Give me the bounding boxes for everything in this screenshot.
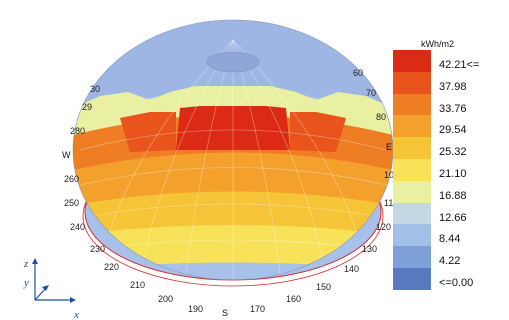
axis-z-label: z [23,258,29,270]
compass-tick: 240 [70,222,85,232]
compass-tick: 200 [158,294,173,304]
compass-tick: 140 [344,264,359,274]
legend-value-label: 29.54 [439,124,467,137]
legend-value-label: 25.32 [439,146,467,159]
axis-triad: z y x [23,258,79,320]
dome-hot-zone [176,106,290,150]
compass-tick: 60 [353,68,363,78]
legend-swatch [393,50,431,72]
compass-tick: 130 [362,244,377,254]
compass-east-label: E [386,142,392,152]
legend-swatch [393,159,431,181]
compass-tick: 160 [286,294,301,304]
legend-value-label: 21.10 [439,167,467,180]
legend-value-label: 33.76 [439,102,467,115]
legend-swatch [393,115,431,138]
compass-tick: 110 [384,198,398,208]
legend-value-label: 42.21<= [439,58,480,71]
axis-x-label: x [73,309,79,320]
compass-tick: 190 [188,304,203,314]
compass-tick: 260 [64,174,79,184]
compass-west-label: W [62,150,71,160]
legend-swatch [393,137,431,159]
legend-value-label: 8.44 [439,233,461,246]
color-legend: kWh/m2 42.21<= 37.98 33.76 29.54 25.32 21.10 1… [393,39,505,314]
axis-y-label: y [23,277,29,289]
legend-swatch [393,268,431,290]
legend-swatch [393,180,431,203]
legend-swatch [393,93,431,116]
compass-tick: 70 [366,88,376,98]
compass-tick: 220 [104,262,119,272]
compass-tick: 170 [250,304,265,314]
dome-hot-left [120,112,176,152]
legend-value-label: <=0.00 [439,276,474,289]
compass-south-label: S [222,308,228,318]
legend-value-label: 16.88 [439,189,467,202]
compass-tick: 280 [70,126,85,136]
dome-body [73,20,393,280]
compass-ticks-right: 60 70 80 E 100 110 120 130 140 150 160 1… [250,68,399,314]
legend-unit-label: kWh/m2 [421,39,455,49]
dome-hot-right [290,112,346,152]
compass-tick: 29 [82,102,92,112]
compass-tick: 210 [130,280,145,290]
dome-band-6 [73,225,393,270]
legend-swatch [393,202,431,225]
legend-value-label: 37.98 [439,80,467,93]
compass-tick: 100 [384,170,399,180]
compass-tick: 30 [90,84,100,94]
dome-top-pole [206,51,260,73]
compass-tick: 150 [316,282,331,292]
compass-tick: 80 [376,112,386,122]
legend-value-label: 4.22 [439,255,461,268]
legend-swatch [393,71,431,94]
compass-tick: 120 [376,222,391,232]
legend-value-label: 12.66 [439,211,467,224]
legend-swatch [393,224,431,247]
compass-tick: 230 [90,244,105,254]
compass-ticks-left: 30 29 280 W 260 250 240 230 220 210 200 … [62,84,203,314]
legend-swatch [393,246,431,268]
compass-tick: 250 [64,198,79,208]
